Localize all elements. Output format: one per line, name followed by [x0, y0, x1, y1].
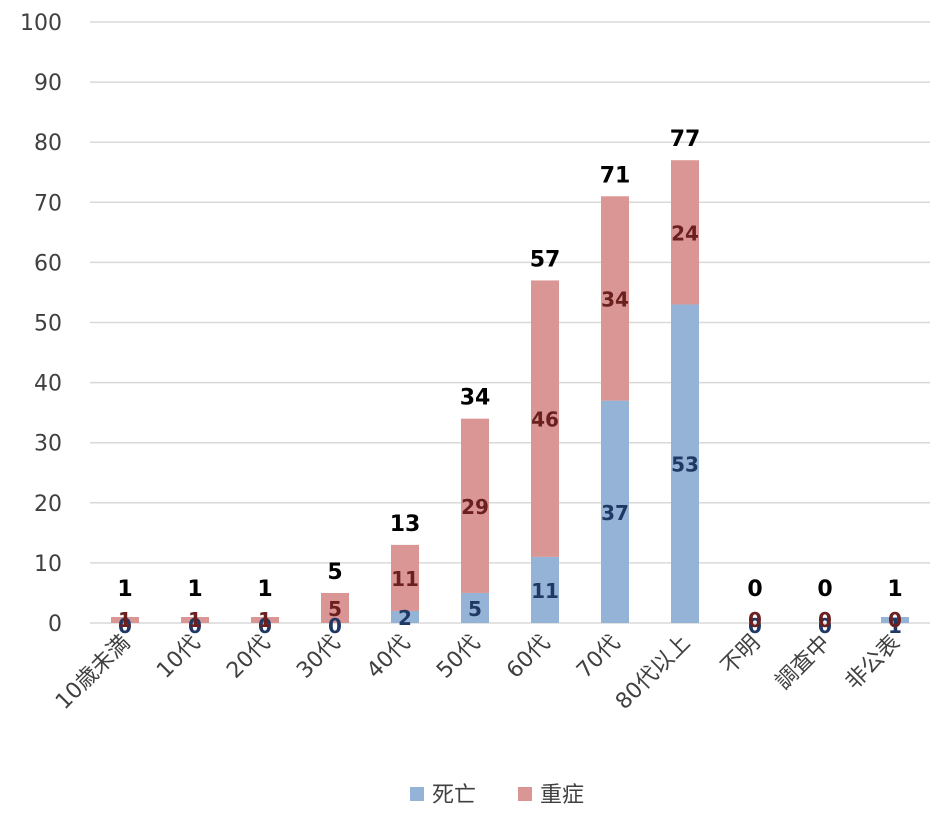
x-tick-label: 10代 [152, 631, 205, 684]
data-label-total: 1 [187, 577, 202, 602]
data-label-severe: 0 [818, 608, 832, 632]
y-tick-label: 60 [34, 251, 62, 276]
data-label-severe: 0 [888, 608, 902, 632]
legend-swatch [518, 787, 532, 801]
y-tick-label: 30 [34, 432, 62, 457]
y-tick-label: 90 [34, 71, 62, 96]
data-label-total: 13 [390, 512, 421, 537]
x-tick-label: 20代 [222, 631, 275, 684]
y-tick-label: 20 [34, 492, 62, 517]
data-label-death: 11 [531, 579, 559, 603]
data-label-total: 0 [817, 577, 832, 602]
data-label-total: 0 [747, 577, 762, 602]
legend-swatch [410, 787, 424, 801]
data-label-death: 5 [468, 597, 482, 621]
data-label-severe: 1 [258, 608, 272, 632]
bars [111, 160, 909, 623]
data-label-severe: 29 [461, 495, 489, 519]
x-tick-label: 60代 [502, 631, 555, 684]
data-label-severe: 11 [391, 567, 419, 591]
x-tick-label: 調査中 [771, 631, 835, 695]
data-label-total: 1 [887, 577, 902, 602]
y-tick-label: 0 [48, 612, 62, 637]
data-label-death: 2 [398, 606, 412, 630]
data-label-severe: 0 [748, 608, 762, 632]
data-label-severe: 46 [531, 408, 559, 432]
data-label-total: 5 [327, 560, 342, 585]
legend-label: 死亡 [432, 783, 476, 808]
y-tick-label: 10 [34, 552, 62, 577]
y-tick-label: 40 [34, 372, 62, 397]
y-tick-label: 100 [20, 11, 62, 36]
gridlines [90, 22, 930, 623]
data-label-severe: 1 [188, 608, 202, 632]
x-tick-label: 70代 [572, 631, 625, 684]
y-tick-label: 50 [34, 312, 62, 337]
y-axis: 0 10 20 30 40 50 60 70 80 90 100 [20, 11, 62, 637]
data-label-severe: 24 [671, 221, 699, 245]
x-tick-label: 非公表 [841, 631, 905, 695]
data-label-total: 34 [460, 386, 491, 411]
x-tick-label: 80代以上 [611, 631, 695, 715]
data-label-total: 1 [257, 577, 272, 602]
x-tick-label: 40代 [362, 631, 415, 684]
data-label-total: 1 [117, 577, 132, 602]
data-label-total: 71 [600, 163, 631, 188]
data-label-severe: 5 [328, 597, 342, 621]
legend-label: 重症 [540, 783, 584, 808]
data-label-total: 77 [670, 127, 701, 152]
x-tick-label: 50代 [432, 631, 485, 684]
legend: 死亡 重症 [410, 783, 584, 808]
data-label-severe: 1 [118, 608, 132, 632]
x-tick-label: 30代 [292, 631, 345, 684]
data-label-death: 53 [671, 453, 699, 477]
y-tick-label: 80 [34, 131, 62, 156]
data-label-total: 57 [530, 247, 561, 272]
x-tick-label: 10歳未満 [51, 631, 135, 715]
data-label-severe: 34 [601, 287, 629, 311]
y-tick-label: 70 [34, 191, 62, 216]
data-label-death: 37 [601, 501, 629, 525]
